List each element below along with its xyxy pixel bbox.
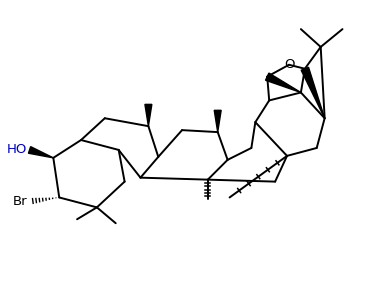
Text: HO: HO (7, 144, 28, 156)
Polygon shape (145, 104, 152, 126)
Polygon shape (266, 73, 301, 92)
Polygon shape (28, 147, 53, 158)
Text: Br: Br (13, 195, 28, 208)
Polygon shape (301, 67, 325, 118)
Polygon shape (214, 110, 221, 132)
Text: O: O (285, 58, 295, 71)
